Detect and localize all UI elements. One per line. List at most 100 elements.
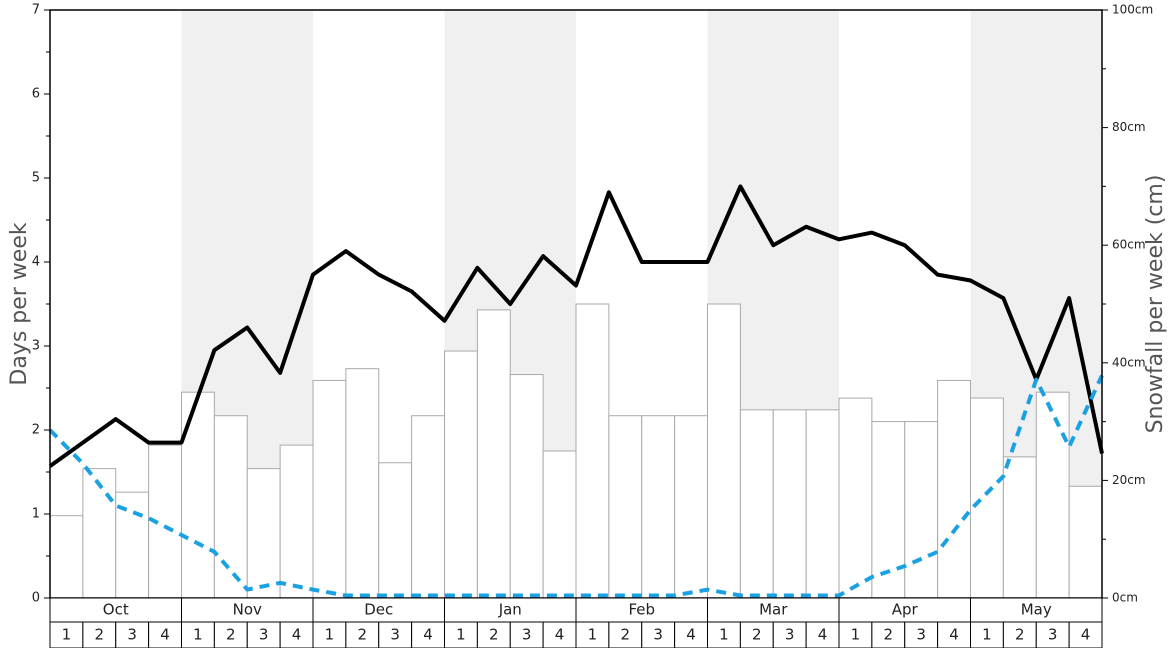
week-cell — [970, 621, 1004, 648]
month-label: Feb — [628, 601, 655, 619]
week-cell — [904, 621, 939, 648]
line — [48, 184, 1104, 468]
y-tick-label: 2 — [32, 423, 40, 438]
bar — [739, 409, 774, 599]
y2-tick-label: 60cm — [1112, 238, 1146, 252]
bar — [246, 468, 281, 599]
line — [48, 374, 1104, 598]
x-tick-label: 2 — [358, 626, 368, 644]
y2-tick-label: 100cm — [1112, 3, 1153, 17]
bar — [1035, 391, 1070, 599]
bar — [345, 368, 380, 599]
y-tick-label: 4 — [32, 255, 40, 270]
x-tick-label: 4 — [423, 626, 433, 644]
x-tick-label: 3 — [259, 626, 269, 644]
x-tick-label: 1 — [62, 626, 72, 644]
bar — [838, 397, 873, 599]
month-cell — [49, 597, 182, 623]
week-cell — [213, 621, 248, 648]
week-cell — [608, 621, 643, 648]
month-cell — [970, 597, 1103, 623]
x-tick-label: 2 — [489, 626, 499, 644]
bar — [904, 421, 939, 599]
month-label: Apr — [892, 601, 919, 619]
y-tick-label: 5 — [32, 171, 40, 186]
y2-tick-label: 40cm — [1112, 355, 1146, 369]
week-cell — [279, 621, 314, 648]
bar — [312, 379, 347, 599]
bar — [509, 374, 544, 599]
week-cell — [1035, 621, 1070, 648]
week-cell — [542, 621, 577, 648]
x-tick-label: 1 — [325, 626, 335, 644]
x-tick-label: 1 — [719, 626, 729, 644]
month-label: Nov — [233, 601, 262, 619]
bar — [641, 415, 676, 599]
x-tick-label: 3 — [785, 626, 795, 644]
x-tick-label: 4 — [292, 626, 302, 644]
x-tick-label: 1 — [193, 626, 203, 644]
x-tick-label: 2 — [226, 626, 236, 644]
bar — [805, 409, 840, 599]
bar — [608, 415, 643, 599]
bar — [772, 409, 807, 599]
x-tick-label: 2 — [752, 626, 762, 644]
bar — [444, 350, 478, 599]
month-cell — [707, 597, 840, 623]
week-cell — [509, 621, 544, 648]
y-tick-label: 7 — [32, 3, 40, 18]
y-tick-label: 6 — [32, 87, 40, 102]
bar — [707, 303, 741, 599]
x-tick-label: 4 — [1081, 626, 1091, 644]
y2-tick-label: 20cm — [1112, 473, 1146, 487]
bar — [82, 468, 117, 599]
y-tick-label: 3 — [32, 339, 40, 354]
bar — [476, 309, 511, 599]
month-label: Oct — [103, 601, 129, 619]
y-tick-label: 1 — [32, 507, 40, 522]
week-cell — [575, 621, 610, 648]
x-tick-label: 4 — [555, 626, 565, 644]
x-tick-label: 2 — [1015, 626, 1025, 644]
week-cell — [1068, 621, 1103, 648]
bar — [542, 450, 577, 599]
y2-tick-label: 80cm — [1112, 120, 1146, 134]
x-tick-label: 3 — [522, 626, 532, 644]
week-cell — [411, 621, 445, 648]
week-cell — [838, 621, 873, 648]
week-cell — [871, 621, 906, 648]
y2-axis-title: Snowfall per week (cm) — [1143, 175, 1168, 434]
month-label: Mar — [759, 601, 788, 619]
x-tick-label: 4 — [686, 626, 696, 644]
x-tick-label: 4 — [949, 626, 959, 644]
bar — [213, 415, 248, 599]
x-tick-label: 1 — [982, 626, 992, 644]
week-cell — [444, 621, 478, 648]
bar — [378, 462, 413, 599]
bar — [411, 415, 445, 599]
y2-tick-label: 0cm — [1112, 591, 1138, 605]
x-tick-label: 2 — [95, 626, 105, 644]
bar — [674, 415, 708, 599]
x-tick-label: 3 — [653, 626, 663, 644]
week-cell — [707, 621, 741, 648]
bar — [1068, 485, 1103, 599]
x-tick-label: 4 — [160, 626, 170, 644]
x-tick-label: 4 — [818, 626, 828, 644]
week-cell — [476, 621, 511, 648]
bar — [937, 379, 971, 599]
week-cell — [378, 621, 413, 648]
bar — [49, 515, 84, 599]
x-tick-label: 3 — [127, 626, 137, 644]
week-cell — [345, 621, 380, 648]
bar — [970, 397, 1004, 599]
month-label: May — [1021, 601, 1052, 619]
bar — [575, 303, 610, 599]
x-tick-label: 1 — [456, 626, 466, 644]
y-axis-title: Days per week — [7, 222, 32, 385]
x-tick-label: 3 — [390, 626, 400, 644]
month-cell — [181, 597, 314, 623]
week-cell — [674, 621, 708, 648]
bar — [279, 444, 314, 599]
